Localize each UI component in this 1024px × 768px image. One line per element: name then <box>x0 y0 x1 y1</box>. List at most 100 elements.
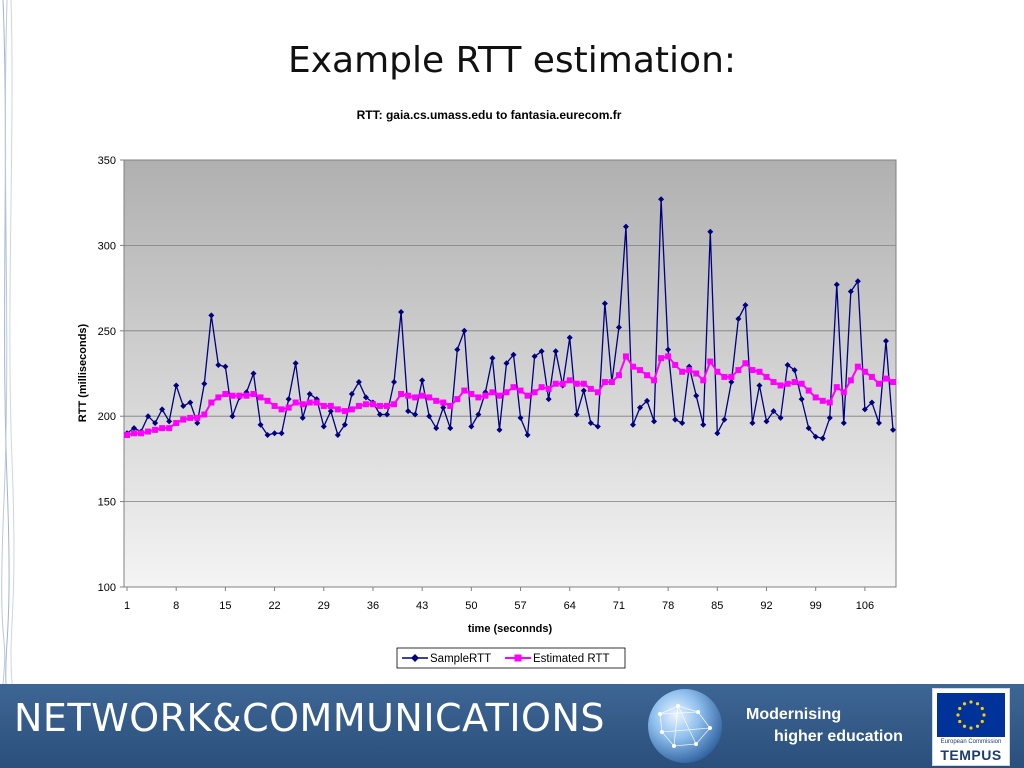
data-point <box>243 392 250 399</box>
data-point <box>890 379 896 386</box>
data-point <box>524 431 531 438</box>
data-point <box>707 228 714 235</box>
data-point <box>847 288 854 295</box>
data-point <box>658 355 665 362</box>
data-point <box>341 421 348 428</box>
data-point <box>742 360 749 367</box>
data-point <box>222 363 229 370</box>
data-point <box>707 358 714 365</box>
data-point <box>489 355 496 362</box>
y-axis-label: RTT (milliseconds) <box>77 323 89 422</box>
data-point <box>215 394 222 401</box>
data-point <box>608 379 615 386</box>
data-point <box>545 385 552 392</box>
data-point <box>686 367 693 374</box>
data-point <box>503 389 510 396</box>
data-point <box>580 387 587 394</box>
data-point <box>362 394 369 401</box>
data-point <box>405 392 412 399</box>
y-tick-label: 100 <box>98 582 116 594</box>
data-point <box>355 379 362 386</box>
data-point <box>868 399 875 406</box>
data-point <box>320 402 327 409</box>
data-point <box>250 390 257 397</box>
data-point <box>882 375 889 382</box>
data-point <box>194 414 201 421</box>
data-point <box>131 430 138 437</box>
eu-star <box>962 724 967 728</box>
decorative-side-lines <box>1 0 15 684</box>
data-point <box>503 360 510 367</box>
data-point <box>601 300 608 307</box>
data-point <box>391 401 398 408</box>
data-point <box>510 351 517 358</box>
data-point <box>819 435 826 442</box>
data-point <box>264 397 271 404</box>
data-point <box>854 363 861 370</box>
data-point <box>805 425 812 432</box>
x-tick-label: 15 <box>219 600 231 612</box>
data-point <box>679 420 686 427</box>
data-point <box>222 390 229 397</box>
rtt-chart: RTT: gaia.cs.umass.edu to fantasia.eurec… <box>77 108 897 669</box>
data-point <box>454 396 461 403</box>
data-point <box>489 389 496 396</box>
data-point <box>791 367 798 374</box>
x-tick-label: 50 <box>465 600 477 612</box>
data-point <box>426 413 433 420</box>
data-point <box>615 324 622 331</box>
eu-star <box>969 700 973 704</box>
x-tick-label: 8 <box>173 600 179 612</box>
data-point <box>714 430 721 437</box>
legend-marker-sample <box>411 654 419 662</box>
data-point <box>264 431 271 438</box>
series-layer <box>124 196 896 442</box>
data-point <box>840 389 847 396</box>
data-point <box>728 373 735 380</box>
data-point <box>805 387 812 394</box>
data-point <box>229 413 236 420</box>
data-point <box>419 392 426 399</box>
data-point <box>517 414 524 421</box>
data-point <box>496 392 503 399</box>
data-point <box>798 396 805 403</box>
tempus-logo: European Commission TEMPUS <box>932 688 1010 766</box>
data-point <box>173 382 180 389</box>
data-point <box>629 421 636 428</box>
data-point <box>833 281 840 288</box>
data-point <box>672 416 679 423</box>
data-point <box>145 413 152 420</box>
data-point <box>419 377 426 384</box>
data-point <box>594 389 601 396</box>
eu-star <box>962 702 967 706</box>
data-point <box>334 431 341 438</box>
data-point <box>159 425 166 432</box>
data-point <box>447 402 454 409</box>
data-point <box>341 408 348 415</box>
x-axis-label: time (seconnds) <box>468 623 553 635</box>
y-tick-label: 300 <box>98 240 116 252</box>
data-point <box>798 380 805 387</box>
data-point <box>454 346 461 353</box>
data-point <box>166 418 173 425</box>
data-point <box>693 370 700 377</box>
data-point <box>756 382 763 389</box>
data-point <box>376 402 383 409</box>
data-point <box>531 353 538 360</box>
data-point <box>665 353 672 360</box>
eu-star <box>975 724 980 728</box>
data-point <box>257 421 264 428</box>
eu-star <box>980 719 984 724</box>
data-point <box>201 380 208 387</box>
data-point <box>637 367 644 374</box>
x-tick-label: 22 <box>268 600 280 612</box>
y-tick-label: 200 <box>98 411 116 423</box>
data-point <box>651 418 658 425</box>
data-point <box>784 361 791 368</box>
data-point <box>651 377 658 384</box>
data-point <box>770 379 777 386</box>
data-point <box>285 396 292 403</box>
x-tick-label: 71 <box>613 600 625 612</box>
data-point <box>187 414 194 421</box>
data-point <box>138 430 145 437</box>
